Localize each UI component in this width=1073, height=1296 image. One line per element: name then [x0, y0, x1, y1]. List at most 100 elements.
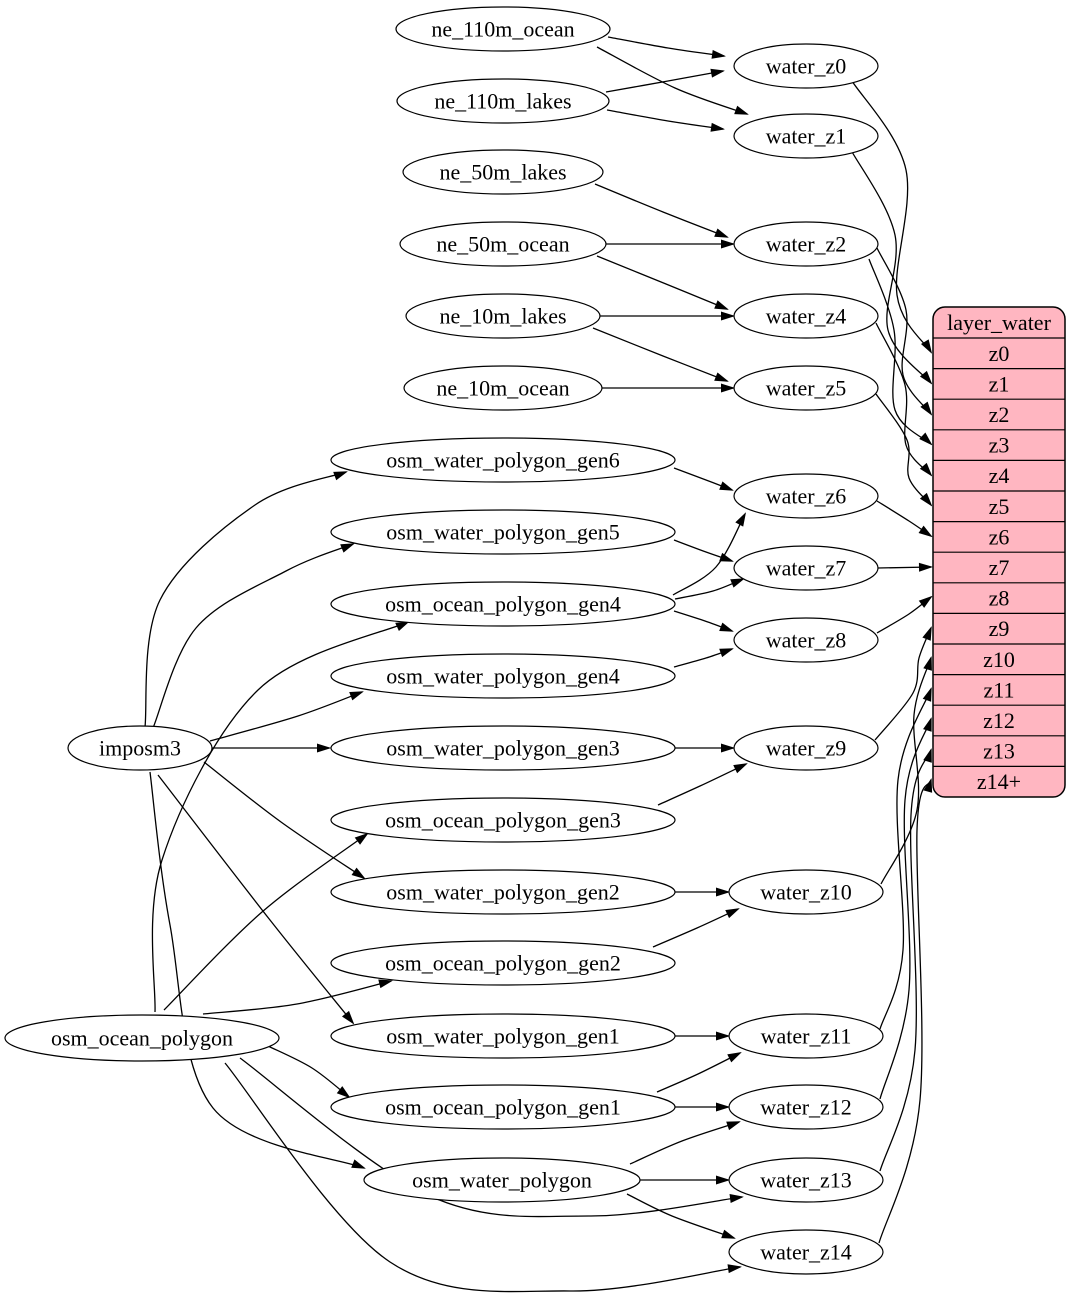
node-osm_water_polygon: osm_water_polygon [363, 1157, 641, 1203]
node-ne_10m_lakes: ne_10m_lakes [405, 293, 601, 339]
node-osm_ocean_polygon: osm_ocean_polygon [4, 1014, 280, 1062]
node-osm_ocean_polygon_gen4-shape [330, 581, 676, 627]
edge-osm_ocean_polygon_gen4-water_z6 [672, 514, 745, 596]
node-water_z4-shape [733, 293, 879, 339]
edge-osm_water_polygon_gen5-water_z7 [673, 539, 732, 561]
table-layer_water-row-z4: z4 [989, 463, 1010, 488]
node-osm_water_polygon_gen6-shape [330, 437, 676, 483]
node-osm_water_polygon_gen5-shape [330, 509, 676, 555]
edge-osm_ocean_polygon-water_z13 [239, 1057, 742, 1218]
node-osm_water_polygon_gen1: osm_water_polygon_gen1 [330, 1013, 676, 1059]
node-water_z1: water_z1 [733, 113, 879, 159]
node-osm_ocean_polygon_gen4: osm_ocean_polygon_gen4 [330, 581, 676, 627]
edge-osm_ocean_polygon-osm_ocean_polygon_gen4 [151, 622, 408, 1013]
node-ne_50m_lakes: ne_50m_lakes [402, 149, 604, 195]
node-water_z8: water_z8 [733, 617, 879, 663]
edge-osm_ocean_polygon-osm_ocean_polygon_gen3 [163, 834, 367, 1011]
node-ne_10m_ocean-label: ne_10m_ocean [436, 375, 569, 400]
table-layer_water-row-z12: z12 [983, 708, 1015, 733]
node-imposm3: imposm3 [67, 725, 213, 771]
node-ne_110m_ocean-label: ne_110m_ocean [431, 16, 574, 41]
edge-ne_10m_lakes-water_z5 [592, 327, 727, 381]
node-osm_ocean_polygon_gen1-label: osm_ocean_polygon_gen1 [385, 1094, 621, 1119]
table-layer_water-row-z13: z13 [983, 739, 1015, 764]
edge-water_z5-layer_water.z5 [875, 393, 931, 505]
edge-osm_water_polygon-water_z14 [626, 1193, 734, 1238]
node-water_z9-label: water_z9 [766, 735, 847, 760]
node-osm_water_polygon_gen5-label: osm_water_polygon_gen5 [386, 519, 619, 544]
edge-water_z1-layer_water.z1 [850, 149, 931, 383]
node-imposm3-shape [67, 725, 213, 771]
node-ne_50m_ocean-shape [399, 221, 607, 267]
edge-water_z6-layer_water.z6 [876, 500, 931, 536]
node-osm_water_polygon_gen3-shape [330, 725, 676, 771]
node-water_z13-label: water_z13 [760, 1167, 852, 1192]
node-osm_water_polygon_gen2: osm_water_polygon_gen2 [330, 869, 676, 915]
edges-layer [144, 36, 931, 1293]
edge-water_z7-layer_water.z7 [877, 567, 931, 568]
node-imposm3-label: imposm3 [99, 735, 181, 760]
edge-ne_110m_ocean-water_z0 [607, 36, 724, 56]
edge-ne_50m_ocean-water_z4 [596, 255, 727, 309]
node-osm_water_polygon_gen3-label: osm_water_polygon_gen3 [386, 735, 619, 760]
edge-ne_50m_lakes-water_z2 [594, 183, 727, 237]
node-water_z8-label: water_z8 [766, 627, 847, 652]
node-ne_50m_lakes-label: ne_50m_lakes [439, 159, 566, 184]
nodes-layer: ne_110m_ocean ne_110m_lakes ne_50m_lakesne… [4, 6, 884, 1275]
node-water_z12-shape [728, 1084, 884, 1130]
node-ne_10m_lakes-shape [405, 293, 601, 339]
node-ne_10m_ocean-shape [403, 365, 603, 411]
node-water_z12-label: water_z12 [760, 1094, 852, 1119]
node-water_z6: water_z6 [733, 473, 879, 519]
edge-osm_ocean_polygon_gen1-water_z11 [656, 1053, 740, 1093]
table-layer_water-row-z10: z10 [983, 647, 1015, 672]
edge-osm_ocean_polygon_gen4-water_z7 [674, 579, 743, 600]
node-ne_110m_ocean: ne_110m_ocean [395, 6, 611, 52]
table-layer_water-row-z6: z6 [989, 524, 1010, 549]
node-osm_water_polygon_gen3: osm_water_polygon_gen3 [330, 725, 676, 771]
node-water_z10: water_z10 [728, 869, 884, 915]
node-ne_110m_lakes-label: ne_110m_lakes [434, 88, 571, 113]
node-osm_ocean_polygon_gen1: osm_ocean_polygon_gen1 [330, 1084, 676, 1130]
node-osm_ocean_polygon_gen4-label: osm_ocean_polygon_gen4 [385, 591, 621, 616]
node-water_z9-shape [733, 725, 879, 771]
node-water_z11-shape [728, 1013, 884, 1059]
node-water_z1-label: water_z1 [766, 123, 847, 148]
node-water_z5-shape [733, 365, 879, 411]
edge-imposm3-osm_water_polygon_gen5 [152, 544, 353, 729]
node-water_z4-label: water_z4 [766, 303, 847, 328]
node-water_z0-label: water_z0 [766, 53, 847, 78]
edge-osm_ocean_polygon-osm_ocean_polygon_gen2 [202, 981, 391, 1015]
edge-water_z2-layer_water.z2 [876, 247, 931, 414]
node-osm_water_polygon_gen5: osm_water_polygon_gen5 [330, 509, 676, 555]
node-osm_water_polygon_gen1-label: osm_water_polygon_gen1 [386, 1023, 619, 1048]
edge-ne_110m_ocean-water_z1 [596, 46, 747, 114]
node-water_z4: water_z4 [733, 293, 879, 339]
edge-water_z11-layer_water.z11 [879, 689, 931, 1030]
node-water_z5: water_z5 [733, 365, 879, 411]
table-layer_water-row-z2: z2 [989, 402, 1010, 427]
node-water_z0-shape [733, 43, 879, 89]
table-layer_water-row-z11: z11 [984, 677, 1015, 702]
node-water_z10-label: water_z10 [760, 879, 852, 904]
node-osm_ocean_polygon-label: osm_ocean_polygon [51, 1025, 233, 1050]
node-osm_water_polygon_gen4-shape [330, 653, 676, 699]
table-layer_water-row-z14+: z14+ [977, 769, 1021, 794]
node-water_z11-label: water_z11 [761, 1023, 852, 1048]
edge-ne_110m_lakes-water_z1 [606, 109, 723, 129]
edge-osm_ocean_polygon_gen3-water_z9 [657, 764, 746, 806]
node-water_z9: water_z9 [733, 725, 879, 771]
node-water_z7: water_z7 [733, 545, 879, 591]
node-ne_110m_lakes: ne_110m_lakes [396, 78, 610, 124]
node-osm_water_polygon_gen6: osm_water_polygon_gen6 [330, 437, 676, 483]
edge-water_z2-layer_water.z3 [868, 258, 931, 444]
edge-water_z13-layer_water.z13 [879, 750, 931, 1172]
node-ne_10m_ocean: ne_10m_ocean [403, 365, 603, 411]
edge-water_z9-layer_water.z9 [874, 628, 931, 741]
edge-osm_water_polygon_gen4-water_z8 [673, 649, 732, 668]
table-layer: layer_water z0 z1 z2 z3 z4 z5 z6 z7 z8 z9 z10 z11 z12… [932, 306, 1066, 798]
edge-water_z0-layer_water.z0 [851, 80, 931, 352]
edge-osm_water_polygon-water_z12 [629, 1122, 739, 1165]
